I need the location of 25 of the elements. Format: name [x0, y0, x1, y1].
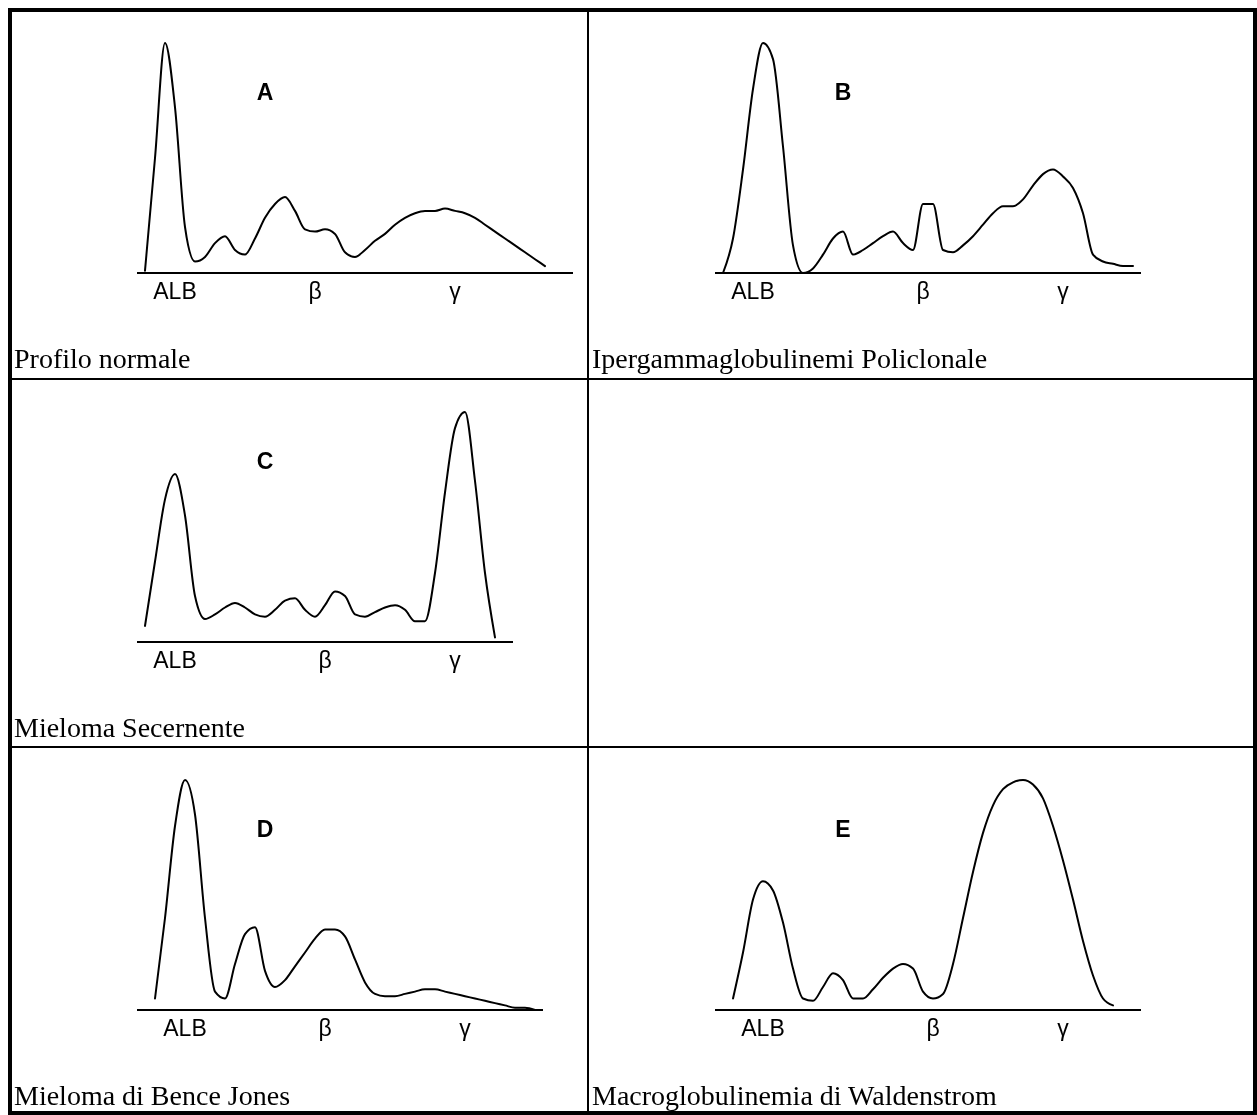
x-tick-label: γ: [1057, 278, 1070, 304]
x-tick-label: ALB: [153, 647, 197, 673]
x-tick-label: γ: [449, 278, 462, 304]
x-tick-label: γ: [459, 1015, 472, 1041]
x-tick-label: ALB: [153, 278, 197, 304]
x-tick-label: β: [318, 1015, 332, 1041]
text: Mieloma Secernente: [14, 712, 245, 743]
x-tick-label: β: [308, 278, 322, 304]
x-tick-label: β: [926, 1015, 940, 1041]
x-tick-label: β: [318, 647, 332, 673]
x-tick-label: ALB: [163, 1015, 207, 1041]
x-tick-label: γ: [449, 647, 462, 673]
text: Ipergammaglobulinemi Policlonale: [592, 343, 988, 374]
text: Mieloma di Bence Jones: [14, 1080, 291, 1111]
annotation: C: [256, 448, 274, 474]
text: Macroglobulinemia di Waldenstrom: [592, 1080, 997, 1111]
x-tick-label: ALB: [731, 278, 775, 304]
annotation: E: [835, 816, 851, 842]
x-tick-label: β: [916, 278, 930, 304]
annotation: B: [834, 79, 852, 105]
text: Profilo normale: [14, 343, 191, 374]
annotation: A: [256, 79, 274, 105]
annotation: D: [256, 816, 274, 842]
x-tick-label: ALB: [741, 1015, 785, 1041]
x-tick-label: γ: [1057, 1015, 1070, 1041]
